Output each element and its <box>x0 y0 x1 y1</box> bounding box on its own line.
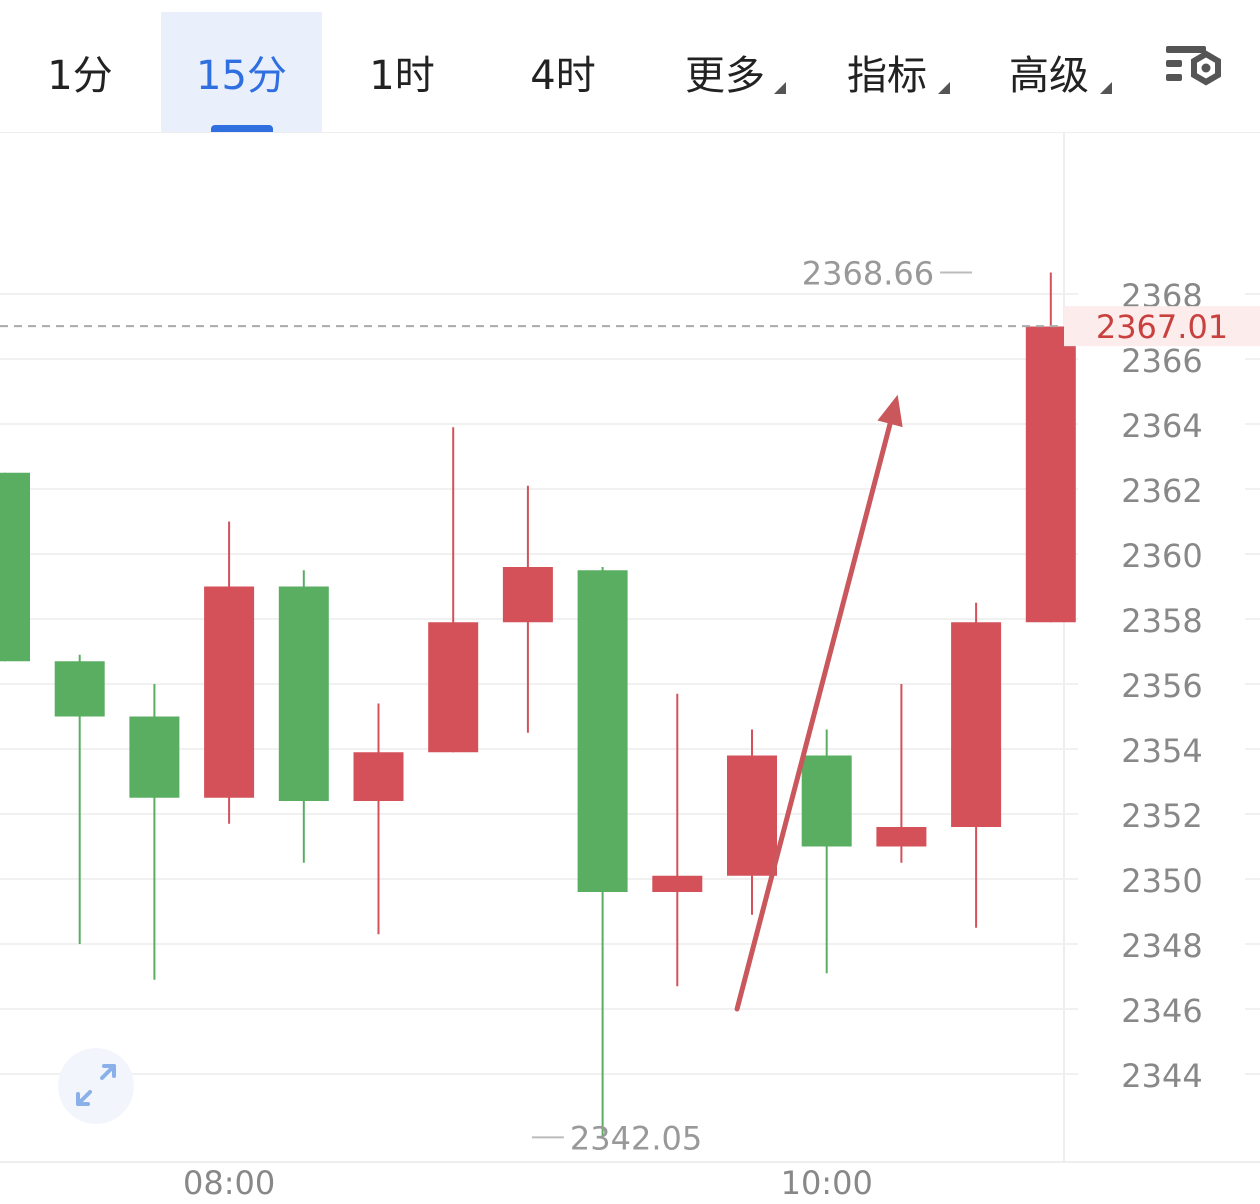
candle-body <box>876 827 927 847</box>
active-tab-indicator <box>210 125 273 132</box>
candle <box>727 729 777 915</box>
trend-arrow-shaft <box>734 421 893 1012</box>
y-tick-label: 2362 <box>1121 472 1202 510</box>
candle <box>278 570 329 863</box>
low-marker-label: 2342.05 <box>570 1119 702 1157</box>
tab-more[interactable]: 更多 <box>650 12 800 132</box>
candle-body <box>129 716 180 798</box>
candle <box>876 684 927 863</box>
dropdown-caret-icon <box>938 82 950 94</box>
candle-body <box>204 586 255 798</box>
tab-indicators[interactable]: 指标 <box>812 12 962 132</box>
tab-label: 4时 <box>530 53 596 99</box>
tab-advanced[interactable]: 高级 <box>974 12 1124 132</box>
candlestick-chart: 2344 2346 2348 2350 2352 2354 2356 2358 2360 2362… <box>0 132 1260 1202</box>
current-price-tag <box>1064 306 1260 347</box>
chart-settings-icon <box>1166 46 1221 86</box>
y-tick-label: 2346 <box>1121 992 1202 1030</box>
y-tick-label: 2358 <box>1121 602 1202 640</box>
candle-body <box>0 472 30 662</box>
candle-body <box>727 755 777 876</box>
expand-chart-button[interactable] <box>58 1048 134 1124</box>
y-tick-label: 2364 <box>1121 407 1202 445</box>
x-tick-label: 10:00 <box>781 1164 873 1202</box>
tab-label: 15分 <box>196 53 287 99</box>
candle-body <box>502 567 553 623</box>
trend-arrow-head <box>877 394 903 428</box>
candle <box>951 602 1002 928</box>
expand-arrows-icon <box>76 1064 116 1106</box>
y-tick-label: 2354 <box>1121 732 1202 770</box>
candle-body <box>1025 326 1076 623</box>
candle <box>54 654 105 944</box>
y-tick-label: 2344 <box>1121 1057 1202 1095</box>
tab-15min[interactable]: 15分 <box>161 12 322 132</box>
candle-body <box>353 752 404 801</box>
candle <box>428 427 479 753</box>
y-tick-label: 2366 <box>1121 342 1202 380</box>
tab-1hour[interactable]: 1时 <box>322 12 482 132</box>
tab-label: 指标 <box>847 53 927 99</box>
high-marker-label: 2368.66 <box>802 255 934 293</box>
tab-4hour[interactable]: 4时 <box>482 12 644 132</box>
candle <box>1025 272 1076 623</box>
dropdown-caret-icon <box>774 82 786 94</box>
x-tick-label: 08:00 <box>183 1164 275 1202</box>
candle <box>652 693 703 987</box>
tab-label: 高级 <box>1009 53 1089 99</box>
chart-settings-button[interactable] <box>1160 40 1226 100</box>
candle <box>129 684 180 980</box>
candle <box>801 729 852 974</box>
candle <box>0 472 30 662</box>
candle <box>353 703 404 935</box>
tab-1min[interactable]: 1分 <box>0 12 160 132</box>
y-tick-label: 2356 <box>1121 667 1202 705</box>
candle <box>577 567 628 1138</box>
candle-body <box>951 622 1002 827</box>
dropdown-caret-icon <box>1100 82 1112 94</box>
candle-body <box>54 661 105 717</box>
candle <box>502 485 553 733</box>
y-tick-label: 2360 <box>1121 537 1202 575</box>
timeframe-tabbar: 1分 15分 1时 4时 更多 指标 高级 <box>0 0 1260 133</box>
candle-body <box>428 622 479 753</box>
y-tick-label: 2352 <box>1121 797 1202 835</box>
y-tick-label: 2348 <box>1121 927 1202 965</box>
candle-body <box>278 586 329 801</box>
current-price-label: 2367.01 <box>1096 308 1228 346</box>
candle-body <box>652 875 703 892</box>
tab-label: 1分 <box>47 53 113 99</box>
candle-body <box>577 570 628 892</box>
tab-label: 更多 <box>685 53 765 99</box>
tab-label: 1时 <box>369 53 435 99</box>
y-tick-label: 2350 <box>1121 862 1202 900</box>
candle <box>204 521 255 824</box>
candle-body <box>801 755 852 847</box>
